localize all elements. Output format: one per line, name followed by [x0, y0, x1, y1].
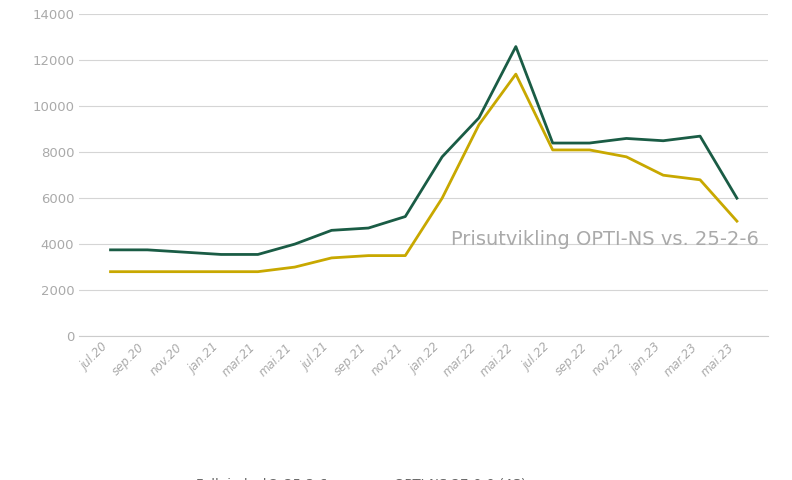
Fullgjødsel® 25-2-6	[216, 252, 226, 257]
OPTI-NS 27-0-0 (4S)	[143, 269, 152, 275]
OPTI-NS 27-0-0 (4S)	[106, 269, 116, 275]
Fullgjødsel® 25-2-6	[364, 225, 373, 231]
Fullgjødsel® 25-2-6	[622, 135, 631, 141]
OPTI-NS 27-0-0 (4S)	[253, 269, 263, 275]
Fullgjødsel® 25-2-6	[732, 195, 741, 201]
OPTI-NS 27-0-0 (4S)	[327, 255, 337, 261]
Fullgjødsel® 25-2-6	[253, 252, 263, 257]
Fullgjødsel® 25-2-6	[106, 247, 116, 253]
OPTI-NS 27-0-0 (4S)	[216, 269, 226, 275]
Legend: Fullgjødsel® 25-2-6, OPTI-NS 27-0-0 (4S): Fullgjødsel® 25-2-6, OPTI-NS 27-0-0 (4S)	[151, 473, 531, 480]
OPTI-NS 27-0-0 (4S)	[584, 147, 594, 153]
Fullgjødsel® 25-2-6	[290, 241, 299, 247]
Fullgjødsel® 25-2-6	[511, 44, 520, 49]
OPTI-NS 27-0-0 (4S)	[364, 252, 373, 258]
Fullgjødsel® 25-2-6	[327, 228, 337, 233]
OPTI-NS 27-0-0 (4S)	[658, 172, 668, 178]
Fullgjødsel® 25-2-6	[401, 214, 410, 219]
OPTI-NS 27-0-0 (4S)	[695, 177, 705, 183]
Line: Fullgjødsel® 25-2-6: Fullgjødsel® 25-2-6	[111, 47, 737, 254]
Fullgjødsel® 25-2-6	[474, 115, 484, 120]
OPTI-NS 27-0-0 (4S)	[622, 154, 631, 160]
OPTI-NS 27-0-0 (4S)	[511, 71, 520, 77]
Fullgjødsel® 25-2-6	[548, 140, 558, 146]
OPTI-NS 27-0-0 (4S)	[548, 147, 558, 153]
Fullgjødsel® 25-2-6	[437, 154, 447, 160]
OPTI-NS 27-0-0 (4S)	[474, 122, 484, 128]
Fullgjødsel® 25-2-6	[180, 249, 189, 255]
Line: OPTI-NS 27-0-0 (4S): OPTI-NS 27-0-0 (4S)	[111, 74, 737, 272]
OPTI-NS 27-0-0 (4S)	[290, 264, 299, 270]
Text: Prisutvikling OPTI-NS vs. 25-2-6: Prisutvikling OPTI-NS vs. 25-2-6	[451, 230, 760, 249]
OPTI-NS 27-0-0 (4S)	[401, 252, 410, 258]
OPTI-NS 27-0-0 (4S)	[437, 195, 447, 201]
Fullgjødsel® 25-2-6	[695, 133, 705, 139]
OPTI-NS 27-0-0 (4S)	[180, 269, 189, 275]
Fullgjødsel® 25-2-6	[143, 247, 152, 253]
Fullgjødsel® 25-2-6	[584, 140, 594, 146]
Fullgjødsel® 25-2-6	[658, 138, 668, 144]
OPTI-NS 27-0-0 (4S)	[732, 218, 741, 224]
